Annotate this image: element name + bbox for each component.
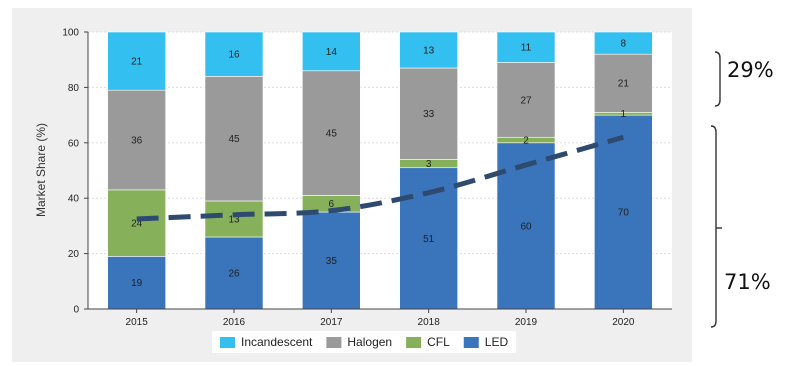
- bar-halogen-2017: [302, 70, 361, 196]
- legend-box: [212, 331, 517, 353]
- data-label-led-2018: 51: [423, 234, 435, 245]
- bar-incandescent-2016: [204, 31, 264, 77]
- bar-halogen-2016: [204, 76, 264, 202]
- bar-led-2019: [496, 142, 556, 310]
- data-label-incandescent-2018: 13: [423, 46, 435, 57]
- bar-cfl-2016: [204, 200, 264, 238]
- x-tick-label-2020: 2020: [612, 317, 635, 328]
- bar-incandescent-2020: [594, 31, 653, 55]
- bracket-upper: [714, 51, 721, 107]
- y-tick-label-0: 0: [73, 305, 79, 316]
- data-label-cfl-2018: 3: [426, 159, 432, 170]
- x-tick-label-2018: 2018: [418, 317, 441, 328]
- data-label-led-2015: 19: [131, 278, 143, 289]
- bar-led-2016: [204, 236, 264, 310]
- y-tick-label-80: 80: [68, 83, 80, 94]
- bar-incandescent-2018: [399, 31, 458, 69]
- data-label-halogen-2017: 45: [326, 129, 338, 140]
- data-label-cfl-2020: 1: [621, 109, 627, 120]
- annotation-upper-pct: 29%: [727, 58, 774, 82]
- y-axis-title: Market Share (%): [34, 123, 48, 217]
- data-label-incandescent-2015: 21: [131, 57, 143, 68]
- data-label-halogen-2018: 33: [423, 109, 435, 120]
- legend-label-halogen: Halogen: [347, 335, 392, 349]
- y-tick-label-40: 40: [68, 194, 80, 205]
- legend-swatch-incandescent: [220, 337, 235, 348]
- bar-halogen-2015: [107, 89, 166, 191]
- data-label-incandescent-2016: 16: [228, 50, 240, 61]
- bar-halogen-2019: [496, 62, 556, 138]
- legend-swatch-halogen: [326, 337, 342, 348]
- axes-layer: 0 20 40 60 80 100 2015 2016 2017 2018 2019 2020: [62, 28, 672, 328]
- plot-area: [88, 32, 672, 309]
- bar-cfl-2015: [107, 189, 166, 257]
- bar-halogen-2018: [399, 67, 458, 160]
- brackets-layer: 29% 71%: [710, 51, 774, 328]
- data-label-led-2020: 70: [618, 208, 630, 219]
- data-label-halogen-2019: 27: [520, 95, 532, 106]
- data-label-led-2019: 60: [520, 221, 532, 232]
- bar-led-2020: [594, 114, 653, 310]
- bar-incandescent-2019: [496, 31, 556, 63]
- data-label-led-2017: 35: [326, 256, 338, 267]
- legend: Incandescent Halogen CFL LED: [212, 331, 517, 353]
- bar-incandescent-2017: [302, 31, 361, 72]
- bracket-lower: [710, 125, 717, 328]
- legend-label-incandescent: Incandescent: [241, 335, 313, 349]
- x-tick-label-2017: 2017: [320, 317, 343, 328]
- data-label-halogen-2020: 21: [618, 79, 630, 90]
- legend-label-cfl: CFL: [427, 335, 450, 349]
- y-tick-label-60: 60: [68, 138, 80, 149]
- data-label-halogen-2016: 45: [228, 134, 240, 145]
- bars-layer: [107, 31, 653, 310]
- data-label-cfl-2017: 6: [329, 199, 335, 210]
- segment-labels-layer: 1924362126134516356451451333136022711701…: [131, 39, 629, 290]
- legend-swatch-cfl: [406, 337, 422, 348]
- annotation-lower-pct: 71%: [724, 270, 771, 294]
- x-tick-label-2016: 2016: [223, 317, 246, 328]
- bar-led-2017: [302, 211, 361, 310]
- data-label-halogen-2015: 36: [131, 136, 143, 147]
- y-tick-label-100: 100: [62, 28, 79, 39]
- x-tick-label-2019: 2019: [515, 317, 538, 328]
- data-label-incandescent-2020: 8: [621, 39, 627, 50]
- data-label-cfl-2016: 13: [228, 214, 240, 225]
- data-label-cfl-2015: 24: [131, 219, 143, 230]
- legend-swatch-led: [463, 337, 479, 348]
- data-label-led-2016: 26: [228, 268, 240, 279]
- bar-halogen-2020: [594, 53, 653, 113]
- x-tick-label-2015: 2015: [126, 317, 149, 328]
- data-label-incandescent-2019: 11: [521, 43, 532, 54]
- data-label-cfl-2019: 2: [523, 136, 529, 147]
- legend-label-led: LED: [485, 335, 509, 349]
- data-label-incandescent-2017: 14: [326, 47, 338, 58]
- bar-incandescent-2015: [107, 31, 166, 91]
- y-tick-label-20: 20: [68, 249, 80, 260]
